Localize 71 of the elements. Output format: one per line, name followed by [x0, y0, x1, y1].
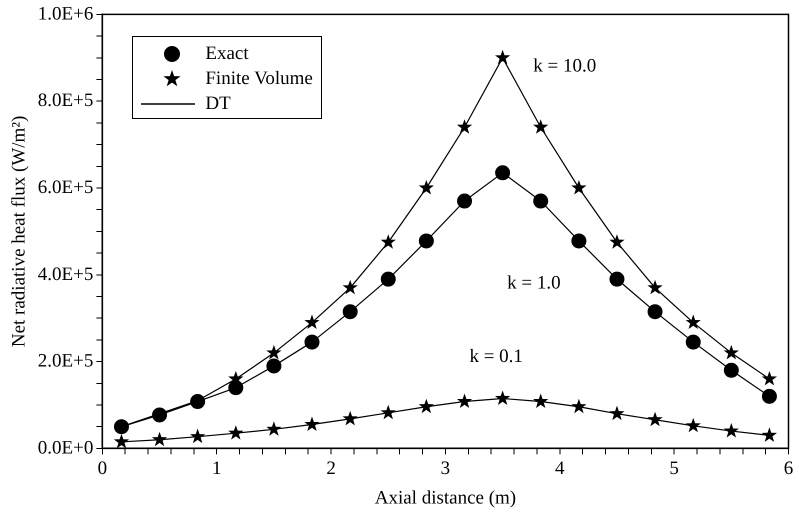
point: [380, 272, 396, 287]
point: [495, 50, 510, 64]
point: [571, 398, 586, 414]
point: [342, 304, 358, 320]
y-tick-label: 6.0E+5: [38, 176, 94, 198]
point: [304, 314, 320, 330]
point: [762, 427, 778, 442]
point: [571, 233, 586, 248]
point: [456, 394, 472, 408]
legend-label: DT: [205, 92, 231, 116]
point: [418, 233, 434, 248]
x-tick-label: 0: [98, 458, 108, 479]
point: [609, 406, 625, 420]
legend-label: Finite Volume: [205, 67, 313, 92]
point: [647, 280, 663, 294]
x-tick-label: 2: [326, 458, 336, 479]
annotation: k = 1.0: [507, 272, 561, 294]
point: [762, 370, 778, 386]
point: [533, 394, 548, 408]
point: [114, 434, 130, 448]
point: [456, 119, 472, 134]
point: [228, 425, 244, 440]
y-tick-label: 8.0E+5: [38, 90, 94, 112]
legend-label: Exact: [205, 42, 249, 66]
y-tick-label: 2.0E+5: [38, 350, 94, 372]
point: [152, 432, 168, 446]
point: [418, 398, 434, 414]
point: [724, 344, 739, 360]
point: [762, 388, 777, 404]
point: [380, 404, 396, 420]
point: [686, 334, 701, 350]
point: [533, 194, 548, 209]
point: [686, 418, 701, 432]
y-tick-label: 4.0E+5: [38, 264, 94, 285]
point: [190, 428, 206, 444]
point: [495, 165, 510, 180]
point: [648, 304, 663, 320]
point: [266, 344, 282, 360]
point: [609, 234, 625, 249]
point: [304, 416, 320, 431]
point: [495, 390, 510, 405]
point: [114, 419, 129, 434]
x-tick-label: 1: [212, 458, 222, 479]
y-axis-title: Net radiative heat flux (W/m²): [8, 116, 30, 348]
point: [266, 358, 282, 374]
point: [533, 119, 548, 134]
point: [380, 234, 396, 249]
x-axis-title: Axial distance (m): [374, 488, 516, 509]
point: [342, 410, 358, 426]
point: [342, 280, 358, 294]
point: [418, 180, 434, 194]
point: [266, 421, 282, 436]
x-tick-label: 3: [440, 458, 450, 479]
y-tick-label: 1.0E+6: [38, 3, 94, 24]
point: [647, 412, 663, 426]
x-tick-label: 5: [669, 458, 679, 479]
y-tick-label: 0.0E+0: [38, 437, 94, 458]
annotation: k = 0.1: [469, 346, 523, 368]
point: [724, 423, 739, 438]
point: [724, 362, 739, 378]
point: [304, 334, 320, 350]
point: [457, 194, 472, 209]
x-tick-label: 6: [784, 458, 794, 479]
point: [228, 380, 244, 396]
point: [609, 272, 624, 287]
annotation: k = 10.0: [533, 55, 596, 76]
point: [571, 180, 586, 194]
point: [152, 407, 168, 422]
point: [686, 314, 701, 330]
point: [190, 394, 206, 410]
x-tick-label: 4: [555, 458, 566, 479]
